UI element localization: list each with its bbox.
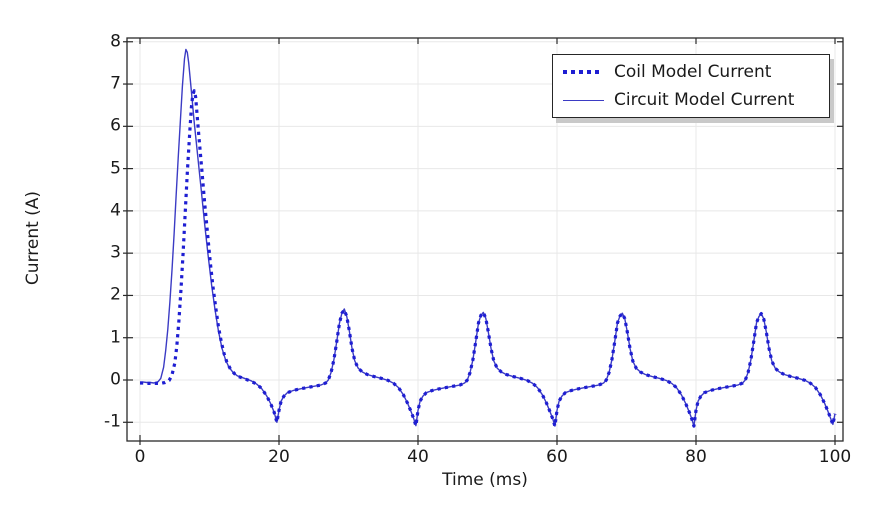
y-axis-title: Current (A) [23, 190, 43, 286]
x-axis-title: Time (ms) [442, 470, 528, 490]
legend-dot [595, 70, 599, 74]
y-tick-label: 4 [110, 200, 121, 221]
x-tick-label: 0 [134, 447, 146, 467]
y-tick-label: 8 [110, 31, 121, 52]
y-tick-label: 0 [110, 369, 121, 390]
legend-item-circuit: Circuit Model Current [563, 88, 819, 113]
legend: Coil Model Current Circuit Model Current [552, 54, 830, 118]
legend-label-coil: Coil Model Current [614, 62, 772, 82]
legend-dot [563, 70, 567, 74]
x-tick-label: 80 [685, 447, 707, 467]
x-tick-label: 40 [407, 447, 429, 467]
y-tick-label: 7 [110, 73, 121, 94]
y-tick-label: 6 [110, 115, 121, 136]
legend-label-circuit: Circuit Model Current [614, 90, 795, 110]
y-tick-label: 3 [110, 242, 121, 263]
legend-dot [579, 70, 583, 74]
y-tick-label: -1 [104, 411, 121, 432]
y-tick-label: 1 [110, 327, 121, 348]
x-tick-label: 20 [268, 447, 290, 467]
solid-line-sample [563, 99, 604, 101]
y-tick-label: 5 [110, 158, 121, 179]
y-tick-label: 2 [110, 284, 121, 305]
legend-item-coil: Coil Model Current [563, 60, 819, 85]
legend-dot [571, 70, 575, 74]
legend-dot [587, 70, 591, 74]
x-tick-label: 100 [818, 447, 852, 467]
x-tick-label: 60 [546, 447, 568, 467]
dotted-line-sample [563, 70, 604, 74]
